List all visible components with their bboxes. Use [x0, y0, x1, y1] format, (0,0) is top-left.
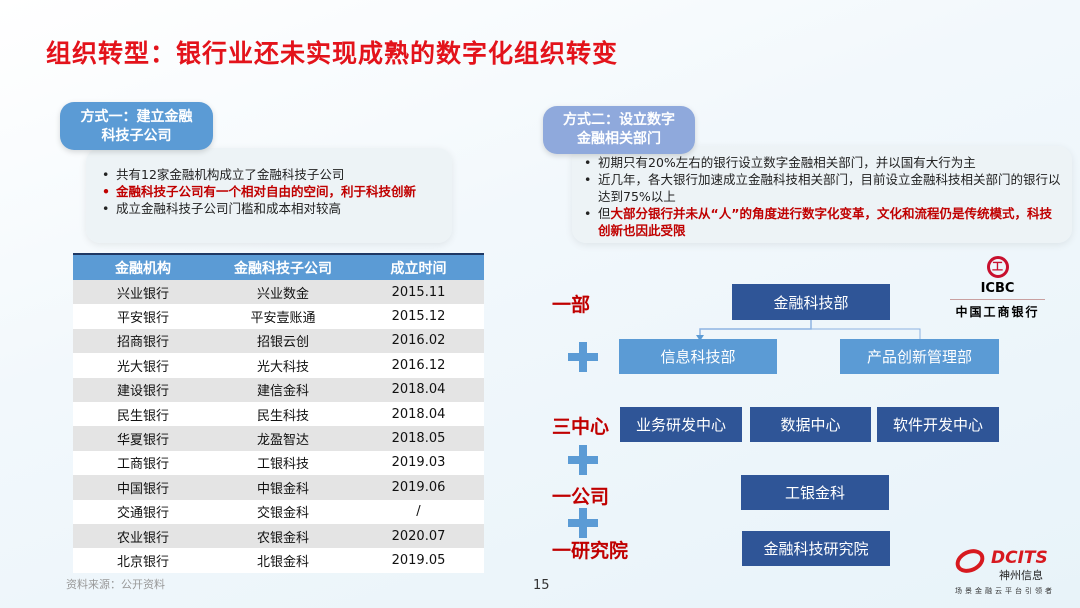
tag-line: 方式二：设立数字 [563, 112, 675, 128]
bullet: 共有12家金融机构成立了金融科技子公司 [100, 166, 442, 183]
col-header: 金融科技子公司 [213, 253, 353, 280]
table-cell: 光大科技 [213, 353, 353, 378]
method-one-tag: 方式一：建立金融 科技子公司 [60, 102, 213, 150]
org-box-institute: 金融科技研究院 [742, 531, 890, 566]
icbc-logo: 工 ICBC 中国工商银行 [950, 256, 1045, 320]
bullet: 成立金融科技子公司门槛和成本相对较高 [100, 200, 442, 217]
org-box-product-innovation: 产品创新管理部 [840, 339, 999, 374]
table-cell: 工银科技 [213, 450, 353, 476]
brand-name: DCITS [991, 548, 1048, 568]
fintech-subsidiaries-table: 金融机构 金融科技子公司 成立时间 兴业银行 兴业数金 2015.11 平安银行 平安壹… [73, 253, 484, 573]
icbc-emblem-icon: 工 [986, 256, 1009, 278]
table-cell: 中国银行 [73, 475, 213, 500]
table-cell: 2016.12 [353, 353, 484, 378]
org-box-fintech-dept: 金融科技部 [732, 284, 890, 320]
table-cell: 2018.04 [353, 377, 484, 402]
table-cell: 兴业数金 [213, 280, 353, 305]
table-cell: 建设银行 [73, 377, 213, 402]
table-cell: 平安银行 [73, 304, 213, 329]
tag-line: 方式一：建立金融 [80, 109, 193, 125]
table-cell: 北银金科 [213, 548, 353, 573]
org-box-info-tech: 信息科技部 [619, 339, 777, 374]
table-cell: 兴业银行 [73, 280, 213, 305]
table-row: 平安银行 平安壹账通 2015.12 [73, 304, 484, 329]
left-bullets-panel: 共有12家金融机构成立了金融科技子公司 金融科技子公司有一个相对自由的空间，利于… [86, 148, 452, 243]
table-cell: 建信金科 [213, 377, 353, 402]
org-box-center: 数据中心 [750, 407, 871, 442]
table-row: 民生银行 民生科技 2018.04 [73, 401, 484, 427]
table-row: 北京银行 北银金科 2019.05 [73, 548, 484, 573]
col-header: 成立时间 [353, 253, 484, 280]
table-row: 交通银行 交银金科 / [73, 499, 484, 524]
table-cell: 2016.02 [353, 328, 484, 354]
table-row: 工商银行 工银科技 2019.03 [73, 450, 484, 476]
table-cell: 招银云创 [213, 328, 353, 354]
org-box-center: 业务研发中心 [620, 407, 742, 442]
tag-line: 金融相关部门 [577, 131, 661, 147]
table-cell: 2020.07 [353, 523, 484, 549]
table-cell: 招商银行 [73, 328, 213, 354]
source-note: 资料来源：公开资料 [66, 578, 165, 591]
table-row: 农业银行 农银金科 2020.07 [73, 523, 484, 549]
table-cell: 2018.05 [353, 426, 484, 451]
page-title: 组织转型：银行业还未实现成熟的数字化组织转变 [46, 39, 619, 68]
table-cell: 2019.05 [353, 548, 484, 573]
table-cell: 农业银行 [73, 523, 213, 549]
brand-slogan: 场景金融云平台引领者 [955, 587, 1055, 595]
table-cell: 光大银行 [73, 353, 213, 378]
plus-icon [568, 508, 598, 538]
table-cell: 2019.03 [353, 450, 484, 476]
bullet-highlight: 大部分银行并未从“人”的角度进行数字化变革，文化和流程仍是传统模式，科技创新也因… [598, 206, 1052, 238]
table-cell: 中银金科 [213, 475, 353, 500]
brand-cn: 神州信息 [999, 569, 1043, 582]
table-cell: 交通银行 [73, 499, 213, 524]
table-cell: 工商银行 [73, 450, 213, 476]
page-number: 15 [533, 578, 550, 593]
table-cell: 交银金科 [213, 499, 353, 524]
icbc-abbr: ICBC [980, 281, 1015, 296]
label-company: 一公司 [552, 486, 610, 508]
label-centers: 三中心 [552, 416, 610, 438]
bullet: 但大部分银行并未从“人”的角度进行数字化变革，文化和流程仍是传统模式，科技创新也… [582, 205, 1062, 239]
table-cell: 龙盈智达 [213, 426, 353, 451]
table-row: 光大银行 光大科技 2016.12 [73, 353, 484, 378]
table-cell: 民生银行 [73, 401, 213, 427]
table-cell: 平安壹账通 [213, 304, 353, 329]
tag-line: 科技子公司 [101, 128, 172, 144]
table-row: 招商银行 招银云创 2016.02 [73, 328, 484, 354]
org-box-company: 工银金科 [741, 475, 889, 510]
table-row: 兴业银行 兴业数金 2015.11 [73, 280, 484, 305]
plus-icon [568, 342, 598, 372]
table-row: 华夏银行 龙盈智达 2018.05 [73, 426, 484, 451]
bullet: 近几年，各大银行加速成立金融科技相关部门，目前设立金融科技相关部门的银行以达到7… [582, 171, 1062, 205]
table-cell: 2019.06 [353, 475, 484, 500]
right-bullets-panel: 初期只有20%左右的银行设立数字金融相关部门，并以国有大行为主 近几年，各大银行… [572, 146, 1072, 243]
table-cell: 2015.12 [353, 304, 484, 329]
bullet-prefix: 但 [598, 206, 611, 221]
table-cell: 2015.11 [353, 280, 484, 305]
plus-icon [568, 445, 598, 475]
label-institute: 一研究院 [552, 540, 629, 562]
table-cell: 北京银行 [73, 548, 213, 573]
org-box-center: 软件开发中心 [877, 407, 999, 442]
table-cell: 2018.04 [353, 401, 484, 427]
bullet: 初期只有20%左右的银行设立数字金融相关部门，并以国有大行为主 [582, 154, 1062, 171]
table-cell: 民生科技 [213, 401, 353, 427]
table-row: 建设银行 建信金科 2018.04 [73, 377, 484, 402]
bullet-highlight: 金融科技子公司有一个相对自由的空间，利于科技创新 [100, 183, 442, 200]
col-header: 金融机构 [73, 253, 213, 280]
table-cell: / [353, 499, 484, 524]
icbc-name: 中国工商银行 [955, 305, 1040, 319]
table-row: 中国银行 中银金科 2019.06 [73, 475, 484, 500]
method-two-tag: 方式二：设立数字 金融相关部门 [543, 106, 695, 154]
label-dept: 一部 [552, 294, 591, 316]
table-cell: 农银金科 [213, 523, 353, 549]
table-cell: 华夏银行 [73, 426, 213, 451]
